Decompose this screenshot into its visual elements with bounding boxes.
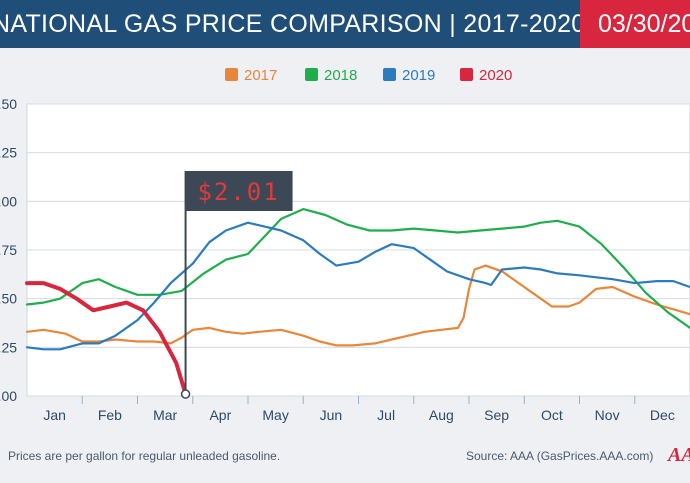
x-tick-label: Nov <box>595 407 620 423</box>
y-tick-label: $2.50 <box>0 291 17 307</box>
legend-swatch-2018 <box>305 68 318 81</box>
annotation-label: $2.01 <box>197 178 279 206</box>
series-line-2017 <box>25 264 690 347</box>
source-note: Source: AAA (GasPrices.AAA.com) <box>466 449 654 463</box>
y-tick-label: $2.25 <box>0 339 17 355</box>
legend-label-2017: 2017 <box>244 67 277 84</box>
date-label: 03/30/2020 <box>598 10 690 38</box>
legend-label-2019: 2019 <box>402 67 435 84</box>
x-tick-label: Jan <box>43 407 66 423</box>
header-bar <box>0 0 690 48</box>
y-tick-label: $3.50 <box>0 96 17 112</box>
series-line-2020 <box>25 281 188 397</box>
chart-title: NATIONAL GAS PRICE COMPARISON | 2017-202… <box>0 10 586 38</box>
annotation-point <box>180 389 191 399</box>
x-tick-label: Oct <box>541 407 563 423</box>
legend-swatch-2019 <box>383 68 396 81</box>
series-line-2018 <box>25 208 690 329</box>
x-tick-label: Apr <box>209 407 231 423</box>
date-badge: 03/30/2020 <box>580 0 690 48</box>
footnote: Prices are per gallon for regular unlead… <box>8 449 281 463</box>
series-line-2019 <box>25 221 690 351</box>
y-tick-label: $3.25 <box>0 145 17 161</box>
x-tick-label: Dec <box>650 407 675 423</box>
x-tick-label: Sep <box>484 407 509 423</box>
legend-label-2018: 2018 <box>324 67 357 84</box>
y-tick-label: $2.75 <box>0 242 17 258</box>
legend-swatch-2017 <box>225 68 238 81</box>
x-tick-label: Feb <box>98 407 122 423</box>
x-tick-label: Jul <box>377 407 395 423</box>
legend-label-2020: 2020 <box>479 67 512 84</box>
x-tick-label: Mar <box>153 407 177 423</box>
x-tick-label: Jun <box>320 407 343 423</box>
y-tick-label: $2.00 <box>0 388 17 404</box>
y-tick-label: $3.00 <box>0 193 17 209</box>
legend-swatch-2020 <box>460 68 473 81</box>
x-tick-label: Aug <box>429 407 454 423</box>
x-tick-label: May <box>262 407 288 423</box>
aaa-logo: AAA <box>668 444 690 466</box>
annotation-flag <box>185 171 293 211</box>
